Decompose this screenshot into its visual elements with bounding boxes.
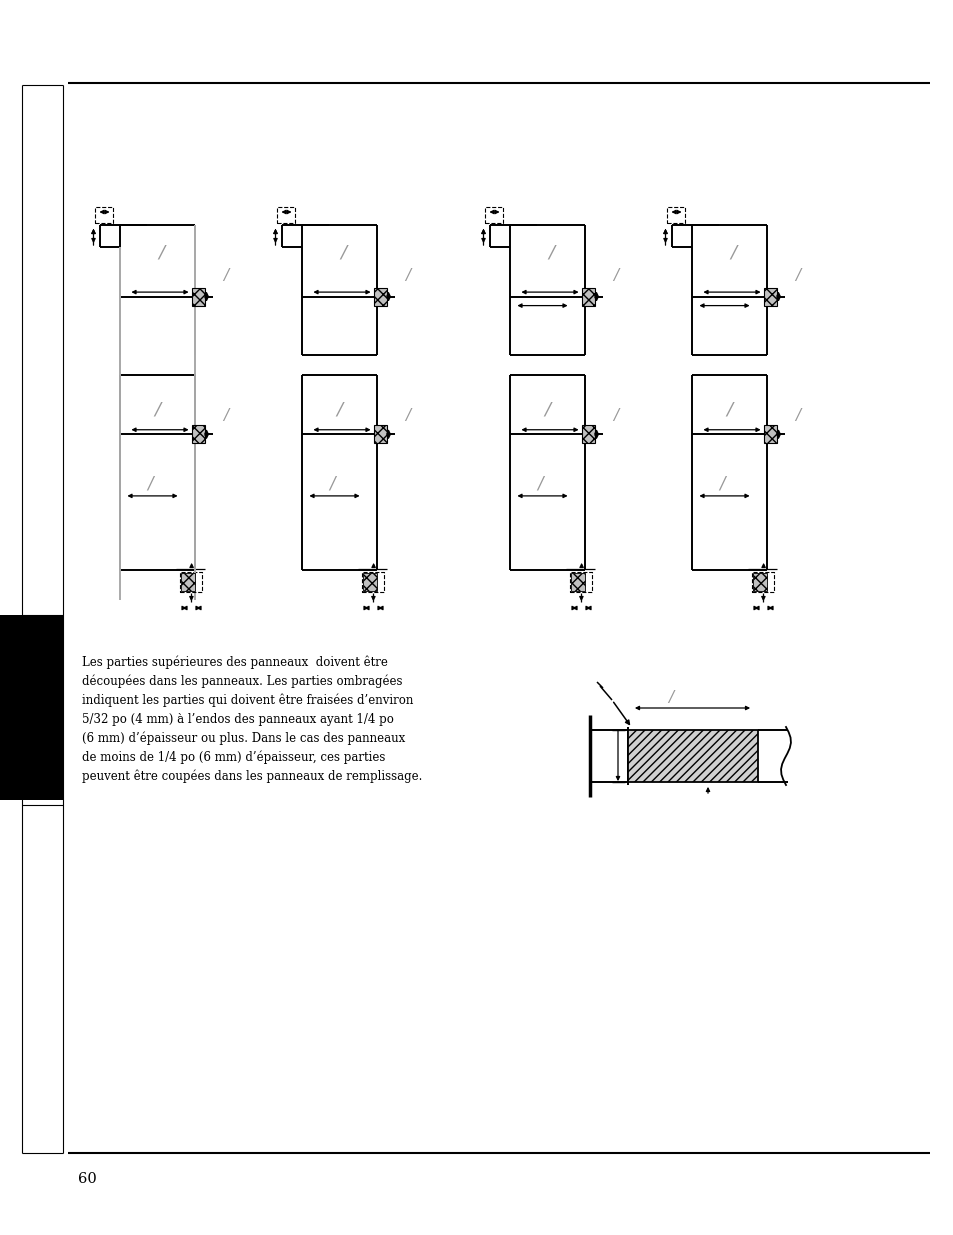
Text: /: / — [725, 400, 732, 417]
Text: /: / — [339, 243, 346, 262]
Text: /: / — [329, 475, 334, 493]
Bar — [752, 572, 774, 592]
Bar — [485, 207, 503, 224]
Text: /: / — [154, 400, 160, 417]
Text: /: / — [547, 243, 554, 262]
Text: 60: 60 — [78, 1172, 96, 1186]
Bar — [570, 572, 592, 592]
Bar — [362, 572, 384, 592]
Text: /: / — [158, 243, 164, 262]
Text: Les parties supérieures des panneaux  doivent être
découpées dans les panneaux. : Les parties supérieures des panneaux doi… — [82, 655, 422, 783]
Bar — [193, 425, 205, 443]
Text: /: / — [613, 268, 618, 283]
Bar — [180, 572, 202, 592]
Text: /: / — [795, 409, 800, 424]
Bar — [667, 207, 685, 224]
Bar — [375, 425, 387, 443]
Bar — [277, 207, 295, 224]
Bar — [375, 288, 387, 305]
Bar — [763, 288, 777, 305]
Text: /: / — [405, 268, 410, 283]
Bar — [627, 730, 758, 782]
Text: /: / — [795, 268, 800, 283]
Text: /: / — [718, 475, 723, 493]
Bar — [763, 425, 777, 443]
Bar — [753, 573, 767, 592]
Bar — [181, 573, 195, 592]
Bar — [193, 288, 205, 305]
Bar — [0, 615, 63, 800]
Bar — [363, 573, 377, 592]
Text: /: / — [223, 268, 229, 283]
Bar — [582, 425, 595, 443]
Bar — [571, 573, 585, 592]
Text: /: / — [537, 475, 542, 493]
Text: /: / — [405, 409, 410, 424]
Bar — [582, 288, 595, 305]
Text: /: / — [613, 409, 618, 424]
Bar — [95, 207, 113, 224]
Text: /: / — [667, 690, 673, 705]
Text: /: / — [729, 243, 736, 262]
Text: /: / — [223, 409, 229, 424]
Text: /: / — [543, 400, 550, 417]
Text: /: / — [335, 400, 342, 417]
Text: /: / — [147, 475, 152, 493]
